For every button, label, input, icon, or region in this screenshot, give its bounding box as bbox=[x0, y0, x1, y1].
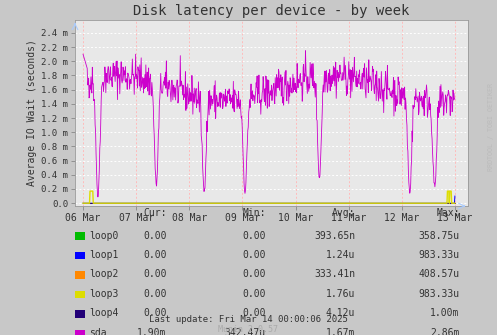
Text: 1.24u: 1.24u bbox=[326, 250, 355, 260]
Text: Max:: Max: bbox=[436, 208, 460, 218]
Text: 1.00m: 1.00m bbox=[430, 308, 460, 318]
Text: Min:: Min: bbox=[243, 208, 266, 218]
Text: 1.76u: 1.76u bbox=[326, 289, 355, 299]
Text: 2.86m: 2.86m bbox=[430, 328, 460, 335]
Text: 983.33u: 983.33u bbox=[418, 289, 460, 299]
Title: Disk latency per device - by week: Disk latency per device - by week bbox=[133, 4, 410, 17]
Text: 0.00: 0.00 bbox=[243, 308, 266, 318]
Text: 358.75u: 358.75u bbox=[418, 230, 460, 241]
Text: loop4: loop4 bbox=[89, 308, 119, 318]
Text: 4.12u: 4.12u bbox=[326, 308, 355, 318]
Text: 333.41n: 333.41n bbox=[314, 269, 355, 279]
Text: 1.90m: 1.90m bbox=[137, 328, 166, 335]
Text: 393.65n: 393.65n bbox=[314, 230, 355, 241]
Text: sda: sda bbox=[89, 328, 107, 335]
Text: 983.33u: 983.33u bbox=[418, 250, 460, 260]
Text: loop1: loop1 bbox=[89, 250, 119, 260]
Text: 1.67m: 1.67m bbox=[326, 328, 355, 335]
Text: 0.00: 0.00 bbox=[243, 230, 266, 241]
Text: RRDTOOL / TOBI OETIKER: RRDTOOL / TOBI OETIKER bbox=[488, 83, 494, 171]
Text: 0.00: 0.00 bbox=[243, 269, 266, 279]
Text: 0.00: 0.00 bbox=[143, 308, 166, 318]
Text: Avg:: Avg: bbox=[332, 208, 355, 218]
Text: loop2: loop2 bbox=[89, 269, 119, 279]
Text: 0.00: 0.00 bbox=[143, 250, 166, 260]
Y-axis label: Average IO Wait (seconds): Average IO Wait (seconds) bbox=[27, 40, 37, 187]
Text: 0.00: 0.00 bbox=[143, 230, 166, 241]
Text: 342.47u: 342.47u bbox=[225, 328, 266, 335]
Text: 0.00: 0.00 bbox=[243, 250, 266, 260]
Text: loop0: loop0 bbox=[89, 230, 119, 241]
Text: 0.00: 0.00 bbox=[243, 289, 266, 299]
Text: 0.00: 0.00 bbox=[143, 269, 166, 279]
Text: 408.57u: 408.57u bbox=[418, 269, 460, 279]
Text: loop3: loop3 bbox=[89, 289, 119, 299]
Text: Last update: Fri Mar 14 00:00:06 2025: Last update: Fri Mar 14 00:00:06 2025 bbox=[149, 315, 348, 324]
Text: Cur:: Cur: bbox=[143, 208, 166, 218]
Text: 0.00: 0.00 bbox=[143, 289, 166, 299]
Text: Munin 2.0.57: Munin 2.0.57 bbox=[219, 325, 278, 334]
